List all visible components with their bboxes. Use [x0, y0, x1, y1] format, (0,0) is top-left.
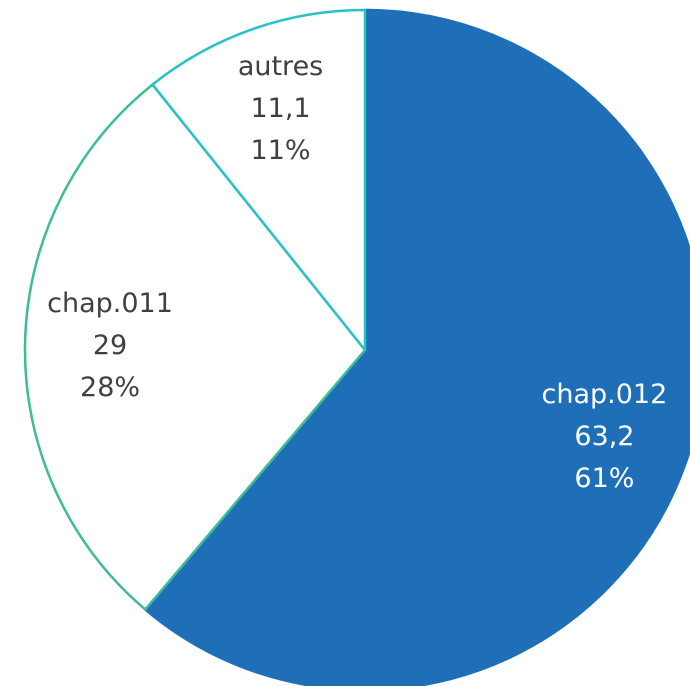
- value-label: 63,2: [574, 421, 634, 452]
- slice-label: autres: [238, 51, 323, 82]
- percent-label: 11%: [251, 135, 311, 166]
- percent-label: 28%: [80, 372, 140, 403]
- pie-slice: [151, 8, 367, 352]
- pie-slice: [144, 8, 690, 686]
- pie-slice: [23, 83, 367, 611]
- slice-label: chap.012: [542, 379, 668, 410]
- slice-label: chap.011: [47, 288, 173, 319]
- value-label: 11,1: [250, 93, 310, 124]
- percent-label: 61%: [574, 463, 634, 494]
- value-label: 29: [93, 330, 127, 361]
